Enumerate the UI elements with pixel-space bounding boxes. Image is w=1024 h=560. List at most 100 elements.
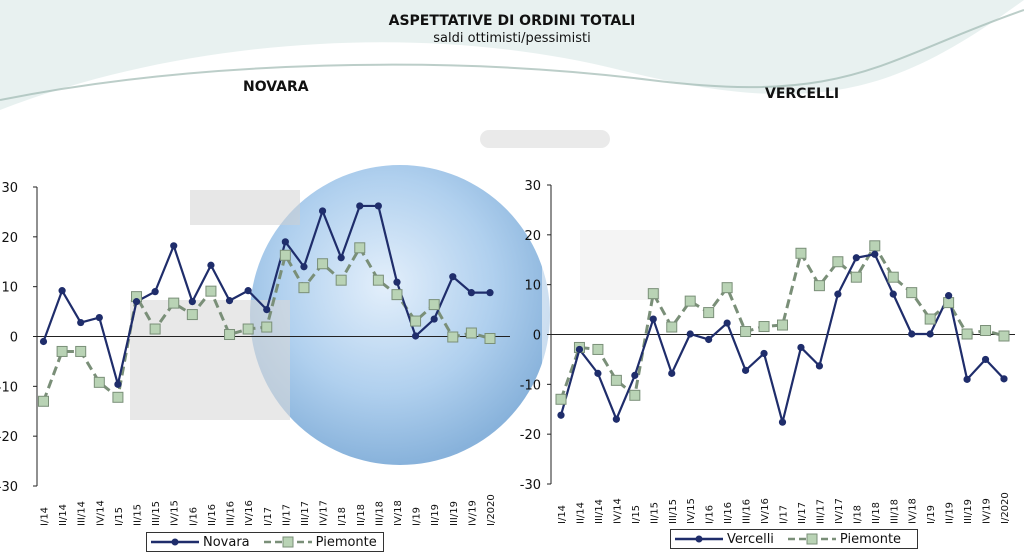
- vercelli-point: [797, 343, 805, 352]
- header-wave-2: [0, 9, 1024, 101]
- piemonte-point: [906, 287, 918, 299]
- piemonte-point: [354, 242, 366, 254]
- piemonte-point: [149, 323, 161, 335]
- legend-novara: Novara Piemonte: [146, 532, 384, 552]
- novara-point: [467, 289, 475, 297]
- vercelli-point: [963, 375, 971, 383]
- x-tick-label: IV/15: [170, 500, 181, 526]
- y-tick-label: 20: [1, 231, 18, 246]
- piemonte-point: [391, 289, 403, 301]
- legend-label: Novara: [203, 534, 250, 550]
- x-tick-label: II/14: [58, 504, 69, 526]
- x-tick-label: I/19: [926, 505, 937, 524]
- novara-point: [39, 337, 48, 346]
- piemonte-point: [777, 319, 788, 331]
- piemonte-point: [610, 374, 622, 386]
- legend-vercelli: Vercelli Piemonte: [670, 529, 918, 549]
- x-tick-label: III/19: [963, 499, 974, 524]
- x-tick-label: I/2020: [1000, 492, 1011, 524]
- x-tick-label: III/17: [815, 499, 826, 524]
- vercelli-point: [612, 415, 620, 423]
- piemonte-point: [168, 297, 180, 309]
- piemonte-point: [758, 321, 770, 333]
- x-tick-label: II/15: [649, 502, 660, 524]
- series-line-vercelli: [559, 253, 1005, 423]
- novara-point: [318, 207, 327, 215]
- x-tick-label: IV/14: [95, 500, 106, 526]
- x-tick-label: III/18: [889, 499, 900, 524]
- x-tick-label: III/17: [300, 501, 311, 526]
- novara-point: [281, 238, 289, 246]
- novara-point: [114, 380, 122, 388]
- x-tick-label: IV/16: [760, 498, 771, 524]
- y-tick-label: 10: [1, 281, 18, 296]
- piemonte-point: [592, 343, 604, 355]
- novara-point: [430, 315, 438, 323]
- piemonte-point: [795, 247, 807, 259]
- piemonte-point: [93, 376, 105, 388]
- x-tick-label: I/16: [188, 507, 199, 526]
- vercelli-point: [871, 250, 879, 258]
- x-tick-label: II/19: [945, 502, 956, 524]
- x-tick-label: III/15: [151, 501, 162, 526]
- novara-point: [244, 287, 252, 295]
- vercelli-point: [889, 290, 897, 298]
- y-tick-label: 10: [524, 279, 541, 294]
- factory-shape: [130, 300, 290, 420]
- page-title: ASPETTATIVE DI ORDINI TOTALI: [388, 13, 636, 29]
- x-tick-label: III/15: [668, 499, 679, 524]
- piemonte-point: [629, 389, 641, 401]
- novara-point: [374, 202, 382, 210]
- vercelli-point: [1000, 375, 1008, 383]
- vercelli-point: [649, 315, 657, 323]
- piemonte-point: [56, 345, 68, 357]
- piemonte-point: [372, 274, 384, 286]
- novara-point: [356, 202, 364, 210]
- novara-point: [449, 273, 457, 281]
- piemonte-point: [279, 249, 291, 261]
- x-tick-label: I/17: [779, 505, 790, 524]
- piemonte-point: [186, 309, 198, 321]
- vercelli-point: [668, 369, 676, 377]
- legend-label: Piemonte: [839, 531, 902, 547]
- x-tick-label: I/19: [412, 507, 423, 526]
- x-tick-label: III/18: [374, 501, 385, 526]
- y-tick-label: 30: [524, 179, 541, 194]
- y-tick-label: -20: [520, 428, 541, 443]
- piemonte-point: [998, 330, 1010, 342]
- legend-item-local: Novara: [147, 535, 250, 550]
- x-tick-label: III/16: [226, 501, 237, 526]
- x-tick-label: IV/15: [686, 498, 697, 524]
- legend-line-icon: [675, 535, 723, 543]
- x-tick-label: IV/19: [982, 498, 993, 524]
- piemonte-point: [224, 329, 236, 341]
- legend-item-piemonte: Piemonte: [784, 532, 901, 547]
- piemonte-point: [75, 345, 87, 357]
- x-tick-label: I/18: [852, 505, 863, 524]
- vercelli-point: [686, 330, 694, 338]
- vercelli-point: [705, 335, 713, 344]
- x-tick-label: II/16: [723, 502, 734, 524]
- y-tick-label: 0: [533, 329, 541, 344]
- x-tick-label: IV/17: [319, 500, 330, 526]
- y-tick-label: -30: [520, 478, 541, 493]
- plane-shape: [480, 130, 610, 148]
- vercelli-point: [575, 345, 584, 354]
- piemonte-point: [112, 391, 124, 403]
- piemonte-point: [813, 280, 825, 292]
- x-tick-label: II/14: [575, 502, 586, 524]
- x-tick-label: I/17: [263, 507, 274, 526]
- novara-point: [337, 254, 345, 262]
- legend-item-piemonte: Piemonte: [260, 535, 377, 550]
- x-tick-label: I/14: [557, 505, 568, 524]
- x-tick-label: IV/19: [467, 500, 478, 526]
- novara-point: [225, 297, 234, 305]
- y-tick-label: -10: [0, 380, 18, 395]
- y-tick-label: -20: [0, 430, 18, 445]
- x-tick-label: II/17: [797, 502, 808, 524]
- piemonte-point: [721, 282, 733, 294]
- piemonte-point: [832, 256, 844, 268]
- legend-item-local: Vercelli: [671, 532, 774, 547]
- x-tick-label: II/17: [281, 504, 292, 526]
